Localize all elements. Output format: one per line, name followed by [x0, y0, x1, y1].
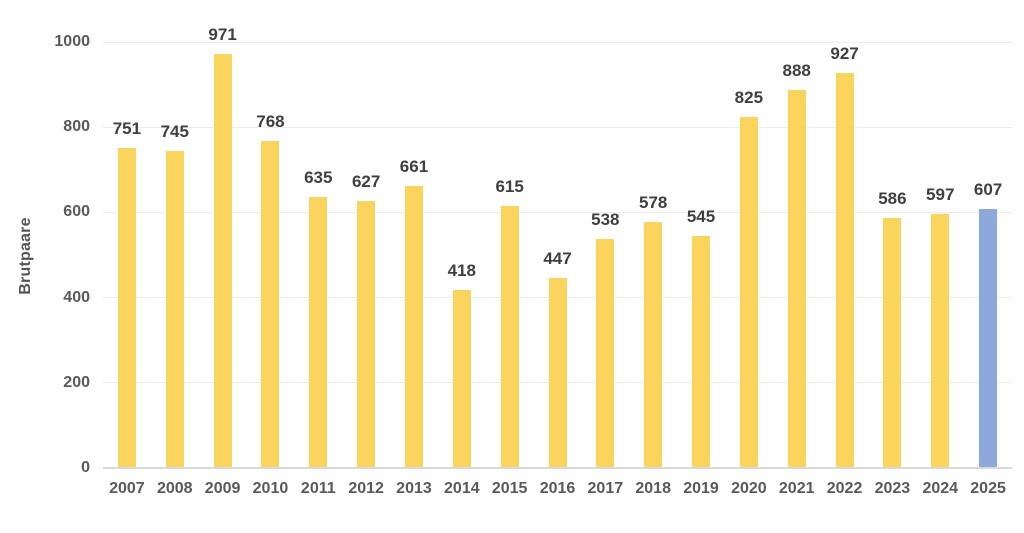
bar-2024: [931, 213, 950, 467]
x-tick-label-2010: 2010: [252, 480, 289, 497]
bar-2019: [692, 235, 711, 467]
y-tick-label-800: 800: [63, 118, 90, 136]
y-tick-label-400: 400: [63, 288, 90, 306]
y-tick-label-0: 0: [81, 459, 90, 476]
gridline-800: [103, 126, 1012, 128]
x-tick-label-2011: 2011: [300, 480, 336, 497]
x-tick-label-2024: 2024: [922, 480, 959, 497]
bar-2010: [261, 140, 280, 467]
bar-value-label-2016: 447: [543, 248, 572, 268]
bar-2021: [787, 89, 806, 467]
bar-value-label-2011: 635: [304, 168, 333, 188]
bar-2022: [835, 73, 854, 467]
bar-value-label-2017: 538: [591, 209, 620, 229]
x-tick-label-2008: 2008: [156, 480, 193, 497]
x-tick-label-2007: 2007: [109, 480, 145, 497]
bar-2013: [404, 186, 423, 467]
x-tick-label-2025: 2025: [970, 480, 1006, 497]
x-tick-label-2012: 2012: [348, 480, 384, 497]
x-tick-label-2017: 2017: [587, 480, 624, 497]
bar-2014: [452, 289, 471, 467]
bar-value-label-2010: 768: [256, 111, 285, 131]
gridline-1000: [103, 41, 1012, 43]
x-tick-label-2009: 2009: [204, 480, 241, 497]
bar-value-label-2015: 615: [495, 177, 524, 196]
bar-value-label-2019: 545: [686, 206, 716, 226]
bar-value-label-2021: 888: [782, 60, 811, 80]
x-tick-label-2018: 2018: [635, 480, 671, 497]
bar-2015: [500, 206, 519, 467]
x-tick-label-2014: 2014: [444, 480, 480, 497]
bar-2018: [644, 221, 663, 467]
x-tick-label-2021: 2021: [778, 480, 815, 497]
bar-value-label-2018: 578: [638, 192, 668, 212]
bar-value-label-2009: 971: [208, 25, 237, 45]
bar-2007: [117, 148, 136, 467]
bar-2023: [883, 218, 902, 467]
bar-value-label-2025: 607: [973, 180, 1003, 200]
x-tick-label-2013: 2013: [396, 480, 432, 497]
bar-value-label-2014: 418: [447, 260, 476, 280]
bar-2016: [548, 277, 567, 467]
bar-value-label-2008: 745: [160, 121, 189, 141]
bar-value-label-2023: 586: [878, 189, 907, 209]
x-tick-label-2023: 2023: [874, 480, 911, 497]
bar-value-label-2007: 751: [112, 119, 142, 139]
bar-2020: [739, 116, 758, 467]
bar-2008: [165, 150, 184, 467]
x-tick-label-2016: 2016: [539, 480, 576, 497]
y-tick-label-600: 600: [63, 203, 90, 221]
bar-2009: [213, 54, 232, 467]
bar-2025: [979, 209, 998, 467]
bar-2017: [596, 238, 615, 467]
x-tick-label-2019: 2019: [683, 480, 719, 497]
y-tick-label-1000: 1000: [54, 33, 90, 50]
bar-value-label-2020: 825: [734, 87, 764, 107]
x-tick-label-2015: 2015: [491, 480, 528, 497]
gridline-600: [103, 211, 1012, 213]
bar-value-label-2012: 627: [351, 171, 381, 191]
bar-value-label-2024: 597: [926, 184, 955, 204]
bar-value-label-2022: 927: [830, 44, 859, 64]
x-tick-label-2022: 2022: [826, 480, 863, 497]
y-tick-label-200: 200: [63, 373, 90, 391]
bar-2012: [357, 200, 376, 467]
x-axis-line: [103, 467, 1012, 469]
bar-value-label-2013: 661: [399, 157, 429, 177]
x-tick-label-2020: 2020: [731, 480, 767, 497]
bar-2011: [309, 197, 328, 467]
